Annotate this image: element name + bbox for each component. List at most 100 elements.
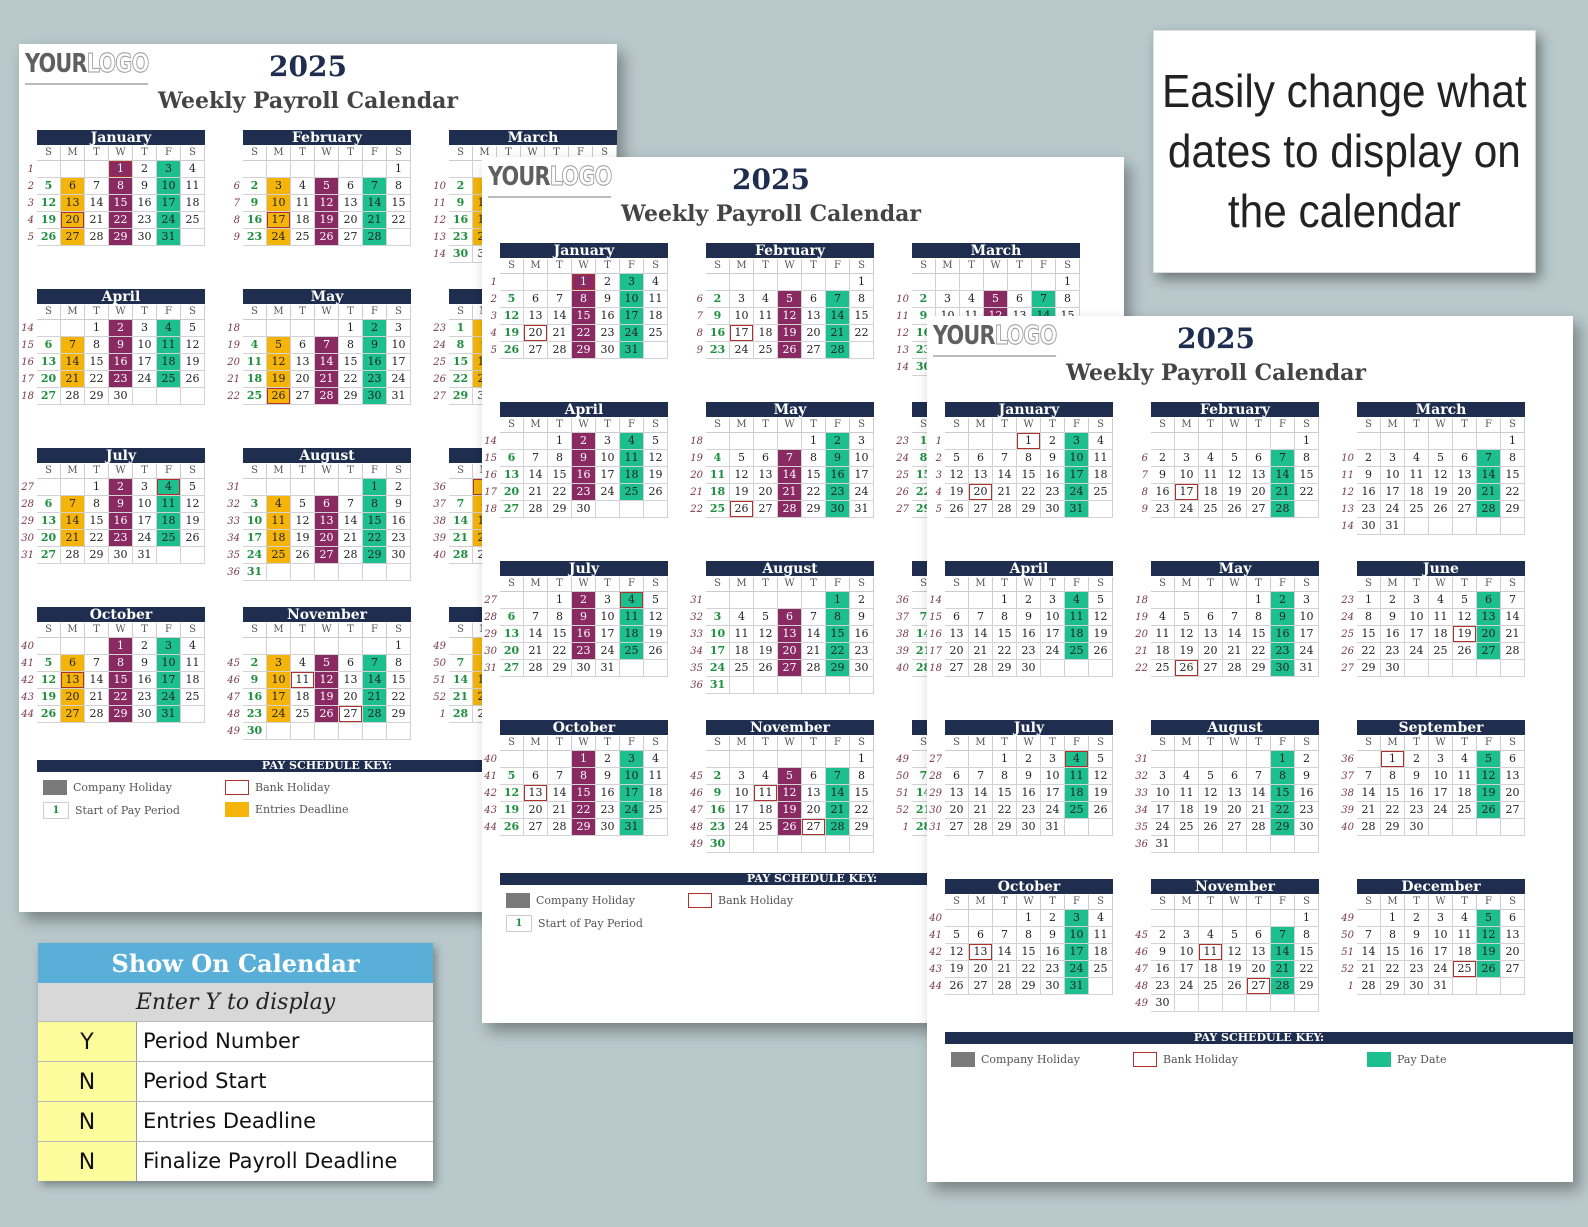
day-cell: 12 — [37, 195, 61, 212]
day-cell — [1199, 433, 1223, 450]
weekday-header: F — [620, 736, 644, 751]
day-cell: 25 — [1429, 643, 1453, 660]
day-cell: 21 — [778, 484, 802, 501]
day-cell: 17 — [267, 689, 291, 706]
day-cell: 23 — [596, 325, 620, 342]
day-cell — [644, 501, 668, 518]
weekday-header: T — [993, 736, 1017, 751]
week-number: 13 — [433, 232, 446, 243]
day-cell: 5 — [267, 337, 291, 354]
day-cell: 25 — [644, 802, 668, 819]
day-cell: 9 — [1151, 944, 1175, 961]
day-cell: 10 — [620, 291, 644, 308]
day-cell: 9 — [243, 672, 267, 689]
logo-underline — [933, 355, 1057, 357]
day-cell: 2 — [1041, 910, 1065, 927]
day-cell: 30 — [1017, 819, 1041, 836]
day-cell: 7 — [315, 337, 339, 354]
day-cell: 10 — [1175, 944, 1199, 961]
day-cell: 30 — [387, 547, 411, 564]
day-cell: 11 — [1429, 609, 1453, 626]
day-cell: 29 — [363, 547, 387, 564]
day-cell: 12 — [37, 672, 61, 689]
day-cell: 15 — [850, 308, 874, 325]
option-value-input[interactable]: N — [38, 1142, 137, 1181]
day-cell: 27 — [1199, 660, 1223, 677]
day-cell: 11 — [620, 450, 644, 467]
day-cell: 11 — [181, 655, 205, 672]
month-days: S M T W T F S 27 1 2 3 4 5 28 6 7 8 9 10 11 12 29 13 14 15 16 17 18… — [19, 464, 209, 564]
day-cell — [339, 479, 363, 496]
weekday-header: S — [1357, 895, 1381, 910]
day-cell: 3 — [157, 638, 181, 655]
day-cell — [1453, 433, 1477, 450]
day-cell: 27 — [969, 978, 993, 995]
day-cell: 3 — [596, 592, 620, 609]
day-cell: 4 — [1453, 751, 1477, 768]
day-cell — [315, 638, 339, 655]
day-cell: 16 — [1271, 626, 1295, 643]
weekday-header: W — [778, 259, 802, 274]
day-cell: 10 — [1175, 467, 1199, 484]
weekday-header: W — [1017, 577, 1041, 592]
day-cell — [1041, 660, 1065, 677]
week-number — [1339, 418, 1357, 432]
day-cell — [1223, 751, 1247, 768]
day-cell: 27 — [778, 660, 802, 677]
option-value-input[interactable]: Y — [38, 1022, 137, 1061]
day-cell: 20 — [500, 643, 524, 660]
option-row: N Entries Deadline — [38, 1101, 433, 1141]
day-cell: 20 — [1199, 643, 1223, 660]
day-cell: 15 — [1501, 467, 1525, 484]
week-number: 40 — [21, 641, 34, 652]
day-cell: 22 — [572, 325, 596, 342]
day-cell: 18 — [291, 689, 315, 706]
day-cell — [1032, 274, 1056, 291]
month-may: May S M T W T F S 18 1 2 3 19 4 5 6 7 8 9 10 20 11 12 13 14 15 16 1… — [688, 402, 878, 518]
day-cell: 6 — [524, 291, 548, 308]
day-cell: 18 — [1453, 944, 1477, 961]
week-number: 49 — [1341, 913, 1354, 924]
week-number: 43 — [484, 805, 497, 816]
week-number: 8 — [696, 328, 703, 339]
day-cell: 5 — [181, 320, 205, 337]
day-cell: 12 — [1429, 467, 1453, 484]
key-bank-holiday-label: Bank Holiday — [718, 894, 793, 907]
day-cell: 21 — [1223, 643, 1247, 660]
day-cell: 7 — [1357, 927, 1381, 944]
day-cell: 19 — [181, 354, 205, 371]
day-cell: 22 — [1381, 802, 1405, 819]
weekday-header: T — [1041, 895, 1065, 910]
day-cell: 29 — [1017, 501, 1041, 518]
day-cell: 29 — [85, 547, 109, 564]
day-cell: 29 — [339, 388, 363, 405]
month-title: February — [706, 243, 874, 259]
day-cell: 8 — [85, 337, 109, 354]
week-number — [431, 161, 449, 178]
day-cell: 25 — [1453, 961, 1477, 978]
day-cell: 9 — [109, 337, 133, 354]
day-cell: 5 — [644, 433, 668, 450]
weekday-header: F — [1065, 418, 1089, 433]
day-cell: 16 — [706, 325, 730, 342]
logo-your: YOUR — [488, 162, 551, 192]
day-cell: 4 — [181, 161, 205, 178]
weekday-header: T — [1199, 418, 1223, 433]
weekday-header: S — [850, 736, 874, 751]
day-cell: 2 — [1151, 450, 1175, 467]
day-cell — [37, 479, 61, 496]
day-cell: 6 — [315, 496, 339, 513]
day-cell — [850, 342, 874, 359]
weekday-header: W — [109, 146, 133, 161]
day-cell: 5 — [1175, 609, 1199, 626]
day-cell: 24 — [1151, 819, 1175, 836]
day-cell: 8 — [1357, 609, 1381, 626]
week-number: 35 — [227, 550, 240, 561]
weekday-header: S — [1151, 418, 1175, 433]
day-cell: 15 — [109, 195, 133, 212]
option-value-input[interactable]: N — [38, 1102, 137, 1141]
weekday-header: S — [1089, 736, 1113, 751]
option-value-input[interactable]: N — [38, 1062, 137, 1101]
day-cell: 11 — [1199, 467, 1223, 484]
